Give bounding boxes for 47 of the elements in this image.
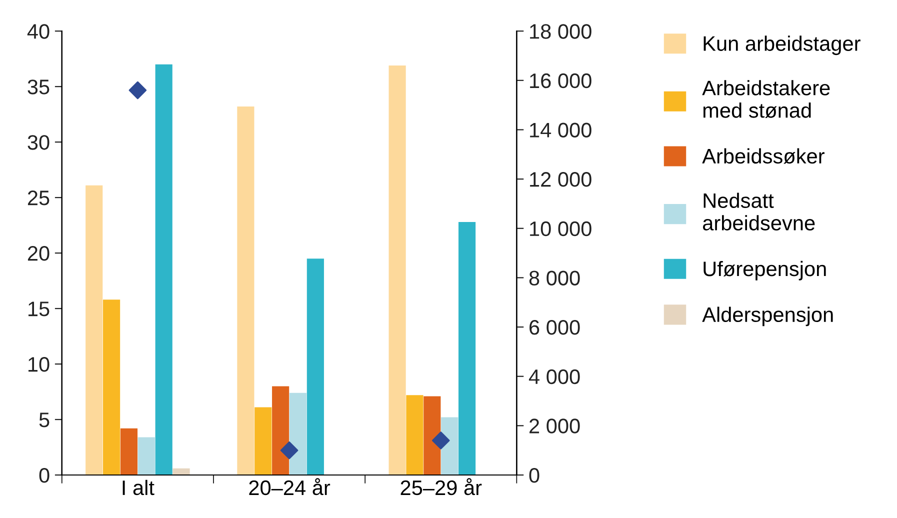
bar xyxy=(424,396,441,476)
legend-label: Uførepensjon xyxy=(704,260,826,280)
point xyxy=(128,81,147,100)
bar xyxy=(86,185,103,476)
x-tick-label: 25–29 år xyxy=(400,478,482,496)
bar xyxy=(306,258,324,476)
y-tick-label: 20 xyxy=(28,246,50,261)
y2-tick-label: 16 000 xyxy=(530,73,592,88)
bar xyxy=(441,417,458,476)
y2-tick-label: 4 000 xyxy=(528,369,580,384)
bar xyxy=(102,300,120,476)
bar xyxy=(172,468,190,476)
bar xyxy=(289,392,307,476)
bar xyxy=(458,222,476,476)
bar xyxy=(155,64,172,476)
x-tick-label: 20–24 år xyxy=(249,478,330,496)
y2-tick-label: 18 000 xyxy=(530,24,592,39)
y2-tick-label: 14 000 xyxy=(530,122,592,138)
legend-label: Alderspensjon xyxy=(702,306,833,326)
bar xyxy=(138,437,155,476)
y-tick-label: 5 xyxy=(39,412,50,428)
y2-tick-label: 0 xyxy=(529,468,540,483)
y2-tick-label: 6 000 xyxy=(530,320,580,335)
legend-label: Nedsatt arbeidsevne xyxy=(702,192,815,230)
y-tick-label: 10 xyxy=(28,357,50,372)
y-tick-label: 15 xyxy=(28,302,50,316)
y2-tick-label: 12 000 xyxy=(530,172,592,187)
y2-tick-label: 8 000 xyxy=(529,270,580,286)
bar xyxy=(237,106,254,476)
y2-tick-label: 10 000 xyxy=(530,221,592,236)
y-tick-label: 40 xyxy=(27,24,50,39)
legend-label: Arbeidstakere med stønad xyxy=(702,80,830,118)
y-tick-label: 0 xyxy=(39,468,50,483)
bar xyxy=(120,428,138,476)
point xyxy=(280,441,298,460)
legend-label: Arbeidssøker xyxy=(702,148,824,164)
x-tick-label: I alt xyxy=(122,480,154,496)
y2-tick-label: 2 000 xyxy=(530,418,580,434)
y-tick-label: 30 xyxy=(28,135,50,150)
point xyxy=(432,432,450,450)
bar xyxy=(254,407,272,476)
y-tick-label: 35 xyxy=(28,80,50,94)
y-tick-label: 25 xyxy=(28,190,50,206)
legend-label: Kun arbeidstager xyxy=(704,36,860,56)
bar xyxy=(272,386,290,476)
bar xyxy=(388,65,406,476)
bar xyxy=(406,395,424,476)
